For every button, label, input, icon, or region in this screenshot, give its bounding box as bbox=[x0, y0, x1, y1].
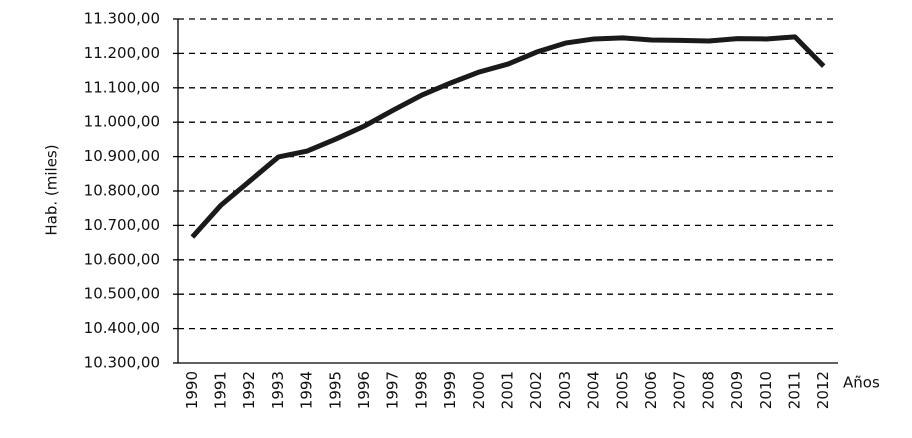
y-axis-label: Hab. (miles) bbox=[43, 144, 61, 235]
y-tick-label: 10.400,00 bbox=[84, 319, 160, 337]
x-tick-label: 1996 bbox=[355, 371, 373, 409]
x-tick-label: 2007 bbox=[671, 371, 689, 409]
y-tick-label: 10.900,00 bbox=[84, 147, 160, 165]
x-tick-label: 1994 bbox=[298, 371, 316, 409]
x-tick-label: 2002 bbox=[527, 371, 545, 409]
x-tick-label: 2000 bbox=[470, 371, 488, 409]
x-tick-label: 2006 bbox=[642, 371, 660, 409]
y-tick-label: 11.100,00 bbox=[84, 78, 160, 96]
x-tick-label: 2011 bbox=[785, 371, 803, 409]
x-tick-label: 1993 bbox=[269, 371, 287, 409]
x-tick-label: 1998 bbox=[412, 371, 430, 409]
y-tick-label: 11.300,00 bbox=[84, 10, 160, 28]
y-tick-label: 10.800,00 bbox=[84, 182, 160, 200]
x-tick-label: 1997 bbox=[384, 371, 402, 409]
y-tick-label: 10.500,00 bbox=[84, 285, 160, 303]
x-axis-label: Años bbox=[843, 374, 880, 392]
x-tick-label: 1999 bbox=[441, 371, 459, 409]
x-tick-label: 1995 bbox=[326, 371, 344, 409]
y-tick-label: 10.700,00 bbox=[84, 216, 160, 234]
x-tick-label: 2005 bbox=[613, 371, 631, 409]
y-tick-label: 11.000,00 bbox=[84, 113, 160, 131]
y-tick-label: 10.600,00 bbox=[84, 250, 160, 268]
x-tick-label: 2003 bbox=[556, 371, 574, 409]
x-tick-label: 2010 bbox=[757, 371, 775, 409]
y-tick-label: 11.200,00 bbox=[84, 44, 160, 62]
x-tick-label: 2008 bbox=[699, 371, 717, 409]
x-tick-label: 1992 bbox=[240, 371, 258, 409]
x-tick-label: 2001 bbox=[499, 371, 517, 409]
x-tick-label: 2009 bbox=[728, 371, 746, 409]
x-tick-label: 1991 bbox=[212, 371, 230, 409]
line-series bbox=[190, 34, 826, 239]
y-tick-label: 10.300,00 bbox=[84, 354, 160, 372]
x-tick-label: 1990 bbox=[183, 371, 201, 409]
x-tick-label: 2004 bbox=[585, 371, 603, 409]
x-tick-label: 2012 bbox=[814, 371, 832, 409]
